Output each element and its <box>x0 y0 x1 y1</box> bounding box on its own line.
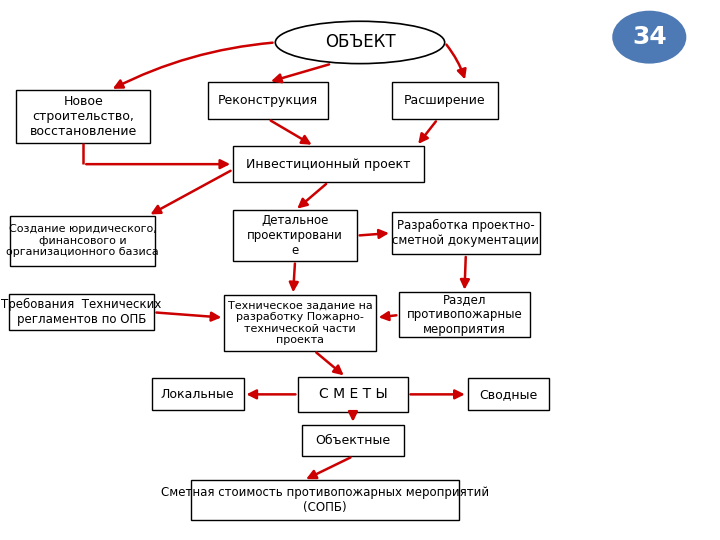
Text: Инвестиционный проект: Инвестиционный проект <box>246 158 410 171</box>
Text: Разработка проектно-
сметной документации: Разработка проектно- сметной документаци… <box>392 219 539 247</box>
Ellipse shape <box>275 21 445 64</box>
Text: Расширение: Расширение <box>404 94 485 107</box>
Text: ОБЪЕКТ: ОБЪЕКТ <box>325 33 395 51</box>
Text: Сводные: Сводные <box>479 388 537 401</box>
Text: С М Е Т Ы: С М Е Т Ы <box>318 387 387 401</box>
FancyBboxPatch shape <box>208 82 328 119</box>
Text: Детальное
проектировани
е: Детальное проектировани е <box>247 214 343 257</box>
Text: Техническое задание на
разработку Пожарно-
технической части
проекта: Техническое задание на разработку Пожарн… <box>228 301 372 345</box>
FancyBboxPatch shape <box>399 293 530 338</box>
Text: Реконструкция: Реконструкция <box>218 94 318 107</box>
FancyBboxPatch shape <box>467 379 549 410</box>
Text: Создание юридического,
финансового и
организационного базиса: Создание юридического, финансового и орг… <box>6 224 159 258</box>
FancyBboxPatch shape <box>152 379 243 410</box>
Text: Требования  Технических
регламентов по ОПБ: Требования Технических регламентов по ОП… <box>1 298 161 326</box>
Ellipse shape <box>612 11 686 64</box>
FancyBboxPatch shape <box>302 424 404 456</box>
FancyBboxPatch shape <box>392 82 498 119</box>
FancyBboxPatch shape <box>191 481 459 520</box>
FancyBboxPatch shape <box>9 294 153 330</box>
FancyBboxPatch shape <box>392 212 540 254</box>
FancyBboxPatch shape <box>298 377 408 411</box>
FancyBboxPatch shape <box>10 216 155 266</box>
Text: Локальные: Локальные <box>161 388 235 401</box>
Text: Объектные: Объектные <box>315 434 390 447</box>
Text: Раздел
противопожарные
мероприятия: Раздел противопожарные мероприятия <box>407 293 522 336</box>
Text: Сметная стоимость противопожарных мероприятий
(СОПБ): Сметная стоимость противопожарных меропр… <box>161 486 489 514</box>
FancyBboxPatch shape <box>233 211 357 261</box>
FancyBboxPatch shape <box>233 146 423 182</box>
Text: Новое
строительство,
восстановление: Новое строительство, восстановление <box>30 95 137 138</box>
Text: 34: 34 <box>632 25 667 49</box>
FancyBboxPatch shape <box>224 295 376 350</box>
FancyBboxPatch shape <box>17 90 150 143</box>
